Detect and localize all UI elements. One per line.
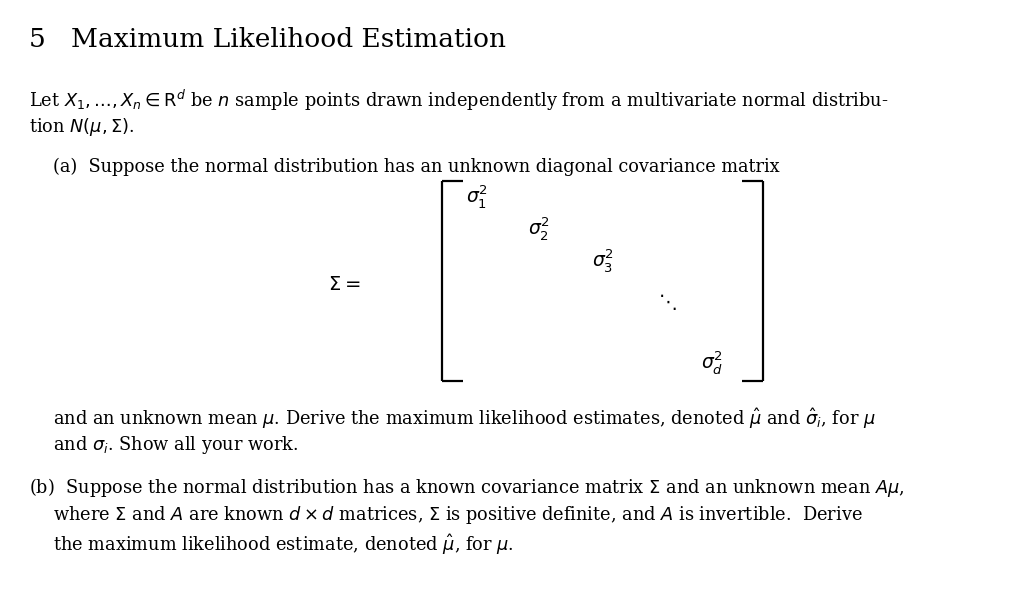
Text: 5   Maximum Likelihood Estimation: 5 Maximum Likelihood Estimation — [29, 27, 506, 52]
Text: and $\sigma_i$. Show all your work.: and $\sigma_i$. Show all your work. — [53, 434, 299, 456]
Text: $\sigma_2^2$: $\sigma_2^2$ — [528, 215, 550, 242]
Text: and an unknown mean $\mu$. Derive the maximum likelihood estimates, denoted $\ha: and an unknown mean $\mu$. Derive the ma… — [53, 406, 876, 431]
Text: $\sigma_1^2$: $\sigma_1^2$ — [466, 183, 487, 210]
Text: $\Sigma =$: $\Sigma =$ — [328, 276, 360, 294]
Text: (b)  Suppose the normal distribution has a known covariance matrix $\Sigma$ and : (b) Suppose the normal distribution has … — [29, 476, 904, 499]
Text: (a)  Suppose the normal distribution has an unknown diagonal covariance matrix: (a) Suppose the normal distribution has … — [53, 158, 780, 176]
Text: $\sigma_d^2$: $\sigma_d^2$ — [701, 349, 724, 376]
Text: where $\Sigma$ and $A$ are known $d \times d$ matrices, $\Sigma$ is positive def: where $\Sigma$ and $A$ are known $d \tim… — [53, 504, 863, 526]
Text: tion $N(\mu, \Sigma)$.: tion $N(\mu, \Sigma)$. — [29, 116, 134, 138]
Text: $\ddots$: $\ddots$ — [658, 292, 677, 312]
Text: $\sigma_3^2$: $\sigma_3^2$ — [592, 248, 613, 274]
Text: Let $X_1,\ldots,X_n \in \mathrm{R}^d$ be $n$ sample points drawn independently f: Let $X_1,\ldots,X_n \in \mathrm{R}^d$ be… — [29, 88, 888, 113]
Text: the maximum likelihood estimate, denoted $\hat{\mu}$, for $\mu$.: the maximum likelihood estimate, denoted… — [53, 533, 514, 557]
